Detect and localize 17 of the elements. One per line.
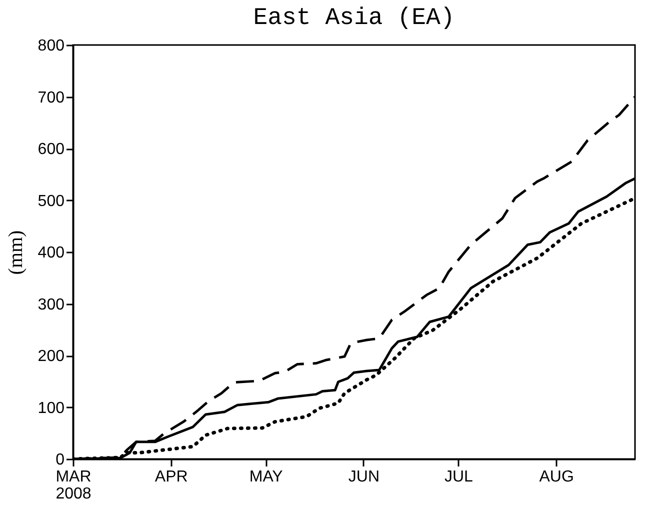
y-tick-label: 400 [38,244,65,262]
y-tick-label: 500 [38,192,65,210]
x-tick-label: JUL [444,468,474,486]
y-tick-label: 800 [38,38,65,54]
y-tick-label: 100 [38,400,65,417]
x-tick-label: MAR 2008 [56,468,92,502]
y-tick-label: 200 [38,348,65,365]
y-tick-label: 0 [56,452,65,468]
y-tick-label: 300 [38,296,65,314]
x-tick-label: JUN [348,468,380,486]
y-tick-label: 600 [38,141,65,158]
chart-title: East Asia (EA) [253,5,455,32]
y-tick-label: 700 [38,89,65,106]
x-tick-label: AUG [539,468,574,486]
x-tick-label: MAY [249,468,284,486]
y-axis-title: (mm) [4,230,27,275]
x-tick-label: APR [154,468,188,486]
